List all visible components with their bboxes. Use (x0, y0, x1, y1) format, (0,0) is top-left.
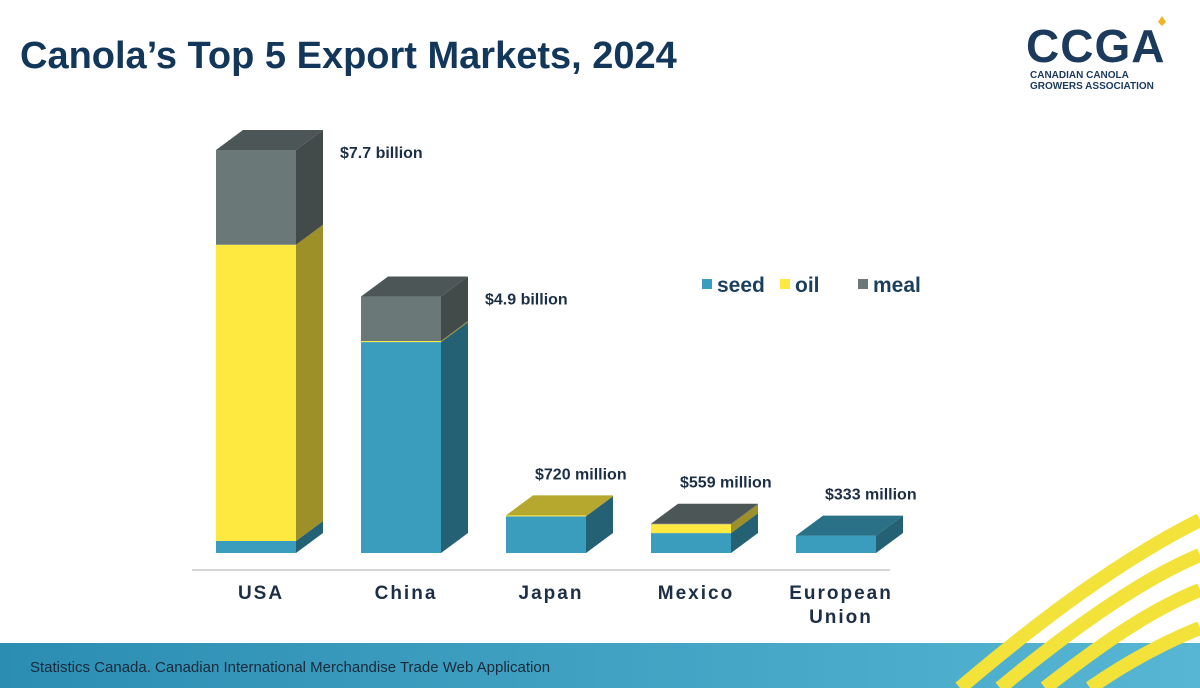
bar-top (796, 515, 903, 536)
total-label: $333 million (825, 487, 917, 504)
plot-area: $7.7 billion $4.9 billion $720 million $559… (216, 130, 921, 553)
bar-top (651, 503, 758, 524)
swoosh (955, 513, 1200, 688)
bar-segment (651, 524, 731, 534)
bar-side (586, 495, 613, 517)
legend-label: meal (873, 274, 921, 297)
bar-segment (506, 516, 586, 553)
bar-segment (361, 341, 441, 343)
title: Canola’s Top 5 Export Markets, 2024 (20, 35, 677, 77)
logo-leaf (1158, 16, 1166, 26)
bar-side (441, 321, 468, 343)
total-label: $7.7 billion (340, 145, 423, 162)
x-tick-label: Japan (518, 583, 584, 604)
total-label: $559 million (680, 475, 772, 492)
bar-side (296, 224, 323, 541)
bar-segment (796, 535, 876, 553)
logo-line: CANADIAN CANOLA (1030, 70, 1129, 81)
bar-side (296, 130, 323, 245)
bar-side (441, 322, 468, 553)
bar-segment (506, 515, 586, 517)
bar-segment (216, 150, 296, 245)
bar-top (506, 495, 613, 516)
bar-top (361, 276, 468, 297)
legend-swatch (858, 279, 868, 289)
x-tick-label: European Union (789, 583, 893, 628)
bar-side (586, 496, 613, 553)
bar-segment (216, 244, 296, 541)
logo-line: GROWERS ASSOCIATION (1030, 81, 1154, 92)
bar-side (731, 503, 758, 525)
bar-segment (216, 540, 296, 553)
legend-swatch (702, 279, 712, 289)
bar-segment (361, 296, 441, 342)
bar-side (876, 515, 903, 553)
legend-swatch (780, 279, 790, 289)
total-label: $4.9 billion (485, 292, 568, 309)
x-tick-label: USA (237, 583, 285, 604)
x-tick-label: Mexico (657, 583, 735, 604)
legend-label: seed (717, 274, 765, 297)
bar-side (441, 276, 468, 342)
bar-segment (651, 533, 731, 553)
total-label: $720 million (535, 466, 627, 483)
legend-label: oil (795, 274, 820, 297)
x-tick-label: China (374, 583, 438, 604)
bar-segment (361, 342, 441, 553)
logo-name: CCGA (1026, 20, 1165, 72)
bar-top (216, 130, 323, 150)
source-note: Statistics Canada. Canadian Internationa… (30, 659, 550, 676)
bar-side (731, 513, 758, 553)
bar-side (296, 520, 323, 553)
bar-side (731, 504, 758, 534)
